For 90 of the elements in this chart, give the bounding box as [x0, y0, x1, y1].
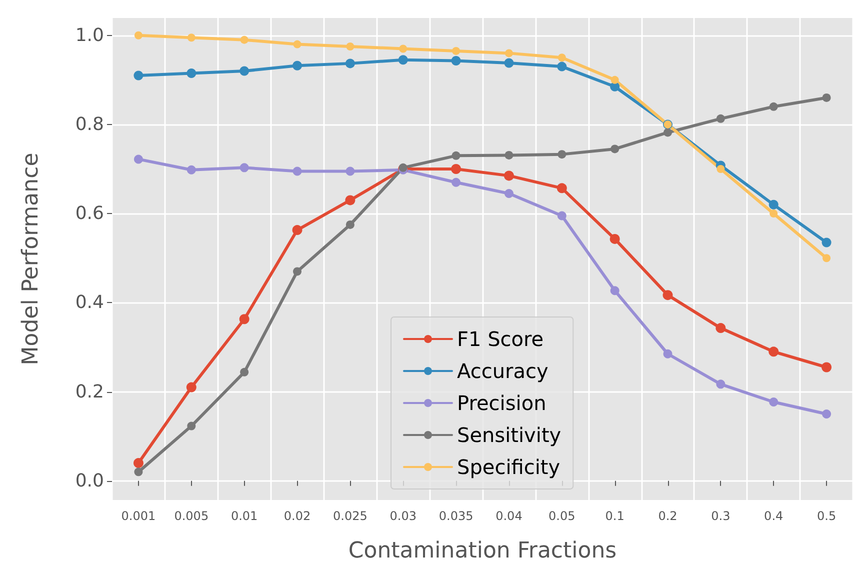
legend-label: Accuracy	[457, 359, 548, 383]
point	[716, 380, 726, 389]
point	[822, 410, 832, 419]
point	[345, 195, 356, 206]
x-tick-label: 0.1	[605, 509, 624, 523]
point	[399, 44, 408, 53]
point	[768, 200, 778, 210]
point	[556, 183, 567, 194]
point	[345, 58, 355, 68]
point	[346, 42, 354, 51]
x-tick-label: 0.005	[174, 509, 209, 523]
point	[610, 144, 620, 154]
x-tick-label: 0.2	[658, 509, 678, 523]
legend-label: Specificity	[457, 455, 560, 479]
point	[293, 267, 302, 276]
point	[187, 34, 196, 42]
point	[186, 165, 196, 174]
point	[452, 178, 461, 187]
point	[663, 349, 672, 358]
point	[610, 234, 620, 244]
x-tick-label: 0.5	[816, 509, 836, 523]
point	[133, 458, 144, 468]
point	[769, 398, 778, 406]
point	[451, 56, 461, 66]
y-tick-label: 0.6	[75, 203, 104, 224]
point	[664, 128, 672, 137]
x-tick-label: 0.02	[284, 509, 311, 523]
point	[239, 314, 250, 324]
point	[452, 46, 460, 55]
point	[292, 60, 302, 70]
point	[186, 382, 196, 392]
point	[134, 468, 143, 476]
x-tick-label: 0.3	[711, 509, 730, 523]
point	[292, 225, 302, 236]
x-tick-label: 0.04	[496, 509, 522, 523]
x-tick-label: 0.05	[548, 509, 576, 523]
x-tick-label: 0.01	[230, 509, 258, 523]
point	[186, 68, 196, 78]
point	[346, 166, 355, 176]
point	[504, 170, 514, 181]
point	[452, 151, 460, 160]
point	[240, 163, 249, 172]
point	[822, 254, 831, 262]
x-tick-label: 0.001	[121, 509, 156, 523]
legend-label: Precision	[457, 391, 546, 415]
point	[557, 62, 567, 72]
point	[558, 150, 566, 159]
x-tick-label: 0.03	[390, 509, 416, 523]
point	[610, 286, 620, 296]
point	[240, 36, 248, 44]
point	[558, 54, 566, 62]
x-tick-label: 0.4	[764, 509, 784, 523]
legend-label: F1 Score	[457, 327, 544, 351]
point	[504, 58, 514, 68]
point	[346, 220, 354, 229]
point	[662, 290, 673, 300]
point	[187, 422, 196, 430]
point	[240, 368, 249, 376]
point	[504, 189, 514, 198]
point	[716, 323, 726, 334]
point	[134, 154, 143, 164]
x-tick-label: 0.025	[333, 509, 368, 523]
point	[504, 49, 513, 58]
y-tick-label: 1.0	[75, 24, 104, 46]
point	[292, 166, 302, 176]
point	[134, 70, 144, 80]
point	[822, 362, 832, 372]
point	[716, 114, 725, 123]
point	[504, 150, 514, 160]
point	[451, 164, 462, 174]
point	[240, 66, 250, 76]
x-axis-title: Contamination Fractions	[348, 538, 617, 564]
point	[398, 55, 408, 65]
point	[769, 102, 778, 111]
x-tick-label: 0.035	[438, 509, 474, 523]
y-tick-label: 0.2	[75, 381, 104, 402]
point	[610, 76, 619, 84]
point	[134, 31, 142, 40]
y-axis-title: Model Performance	[18, 152, 44, 366]
point	[770, 210, 778, 218]
point	[822, 238, 832, 248]
legend-label: Sensitivity	[457, 423, 562, 447]
point	[557, 211, 566, 220]
point	[822, 93, 831, 102]
y-tick-label: 0.0	[75, 470, 104, 492]
y-tick-label: 0.8	[75, 114, 104, 135]
point	[768, 346, 779, 357]
point	[293, 40, 302, 48]
point	[716, 165, 725, 174]
y-tick-label: 0.4	[75, 292, 104, 314]
